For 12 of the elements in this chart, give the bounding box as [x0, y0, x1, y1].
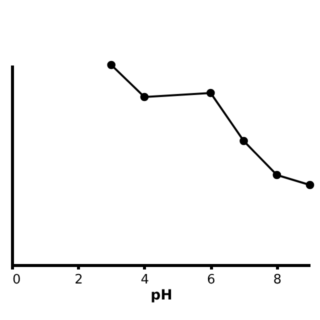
point: [140, 92, 149, 102]
point: [206, 88, 215, 98]
x-tick-label: 0: [12, 272, 21, 288]
point: [240, 136, 248, 146]
x-tick-label: 8: [273, 272, 282, 288]
point: [306, 180, 314, 190]
x-tick-label: 2: [74, 272, 83, 288]
x-tick-label: 6: [207, 272, 216, 288]
x-axis-title: pH: [150, 288, 172, 304]
x-tick-label: 4: [140, 272, 150, 288]
point: [272, 170, 282, 180]
point: [107, 60, 116, 70]
